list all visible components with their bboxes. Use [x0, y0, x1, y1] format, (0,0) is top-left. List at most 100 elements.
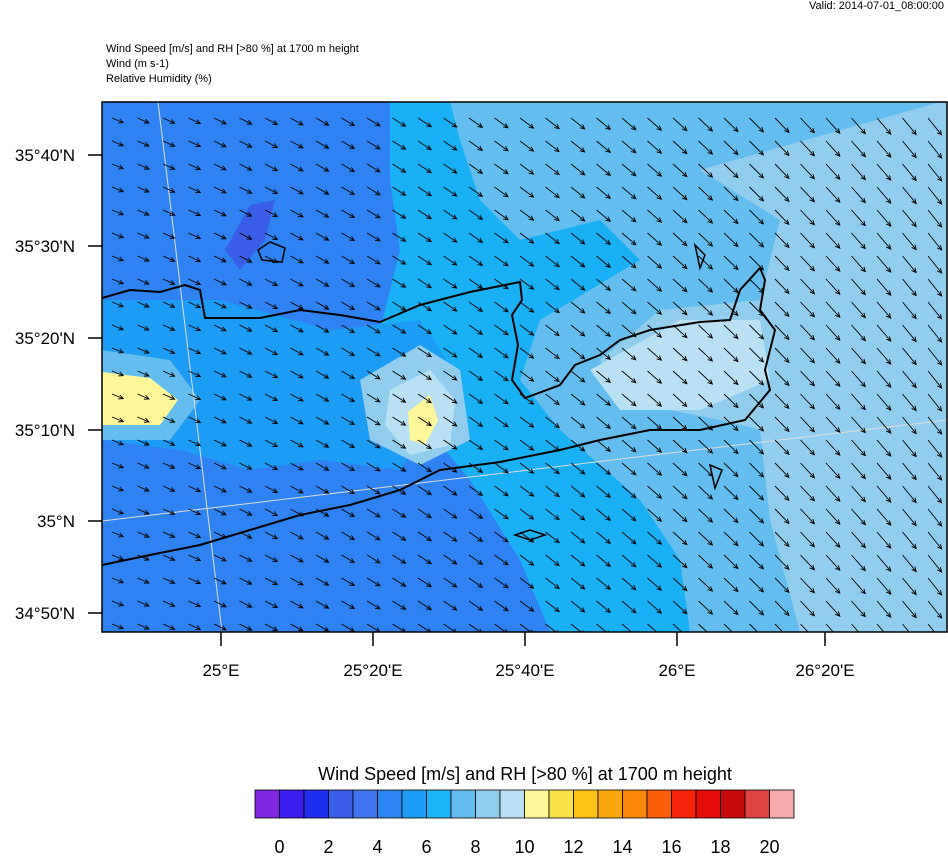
wind-arrow	[749, 485, 765, 501]
wind-arrow	[468, 439, 484, 450]
wind-arrow	[545, 255, 560, 268]
wind-arrow	[392, 232, 407, 242]
wind-arrow	[698, 209, 714, 224]
wind-arrow	[315, 117, 330, 126]
wind-arrow	[111, 623, 125, 630]
wind-arrow	[468, 531, 484, 542]
colorbar-swatch	[426, 789, 452, 819]
wind-arrow	[570, 232, 586, 245]
wind-arrow	[621, 508, 637, 522]
wind-arrow	[111, 278, 125, 285]
wind-arrow	[596, 577, 612, 591]
wind-arrow	[494, 393, 509, 405]
wind-arrow	[290, 623, 304, 632]
wind-arrow	[137, 301, 150, 308]
wind-arrow	[698, 117, 714, 132]
wind-arrow	[672, 508, 688, 523]
colorbar-label: 20	[759, 837, 779, 854]
wind-arrow	[723, 255, 739, 271]
colorbar-swatch	[475, 789, 501, 819]
wind-arrow	[876, 140, 892, 158]
lon-label: 26°20'E	[795, 661, 854, 680]
wind-arrow	[519, 577, 535, 589]
wind-arrow	[392, 163, 407, 173]
wind-arrow	[366, 140, 381, 150]
wind-arrow	[443, 416, 458, 427]
wind-arrow	[494, 140, 509, 152]
wind-arrow	[443, 439, 458, 450]
wind-arrow	[188, 531, 202, 539]
wind-arrow	[264, 278, 279, 286]
wind-arrow	[111, 255, 125, 262]
wind-arrow	[774, 255, 790, 272]
wind-arrow	[596, 531, 612, 545]
wind-arrow	[621, 278, 637, 292]
wind-arrow	[825, 117, 841, 134]
wind-arrow	[290, 324, 304, 333]
wind-arrow	[774, 232, 790, 249]
wind-arrow	[366, 508, 381, 518]
wind-arrow	[800, 554, 816, 571]
wind-arrow	[366, 347, 381, 357]
wind-arrow	[417, 370, 433, 381]
wind-arrow	[749, 324, 765, 340]
wind-arrow	[239, 623, 253, 631]
wind-arrow	[825, 209, 841, 226]
colorbar-title: Wind Speed [m/s] and RH [>80 %] at 1700 …	[318, 764, 732, 784]
wind-arrow	[494, 600, 509, 612]
wind-arrow	[851, 393, 866, 411]
wind-arrow	[341, 554, 356, 564]
colorbar-swatch	[377, 789, 403, 819]
wind-arrow	[672, 347, 688, 362]
wind-arrow	[162, 301, 176, 308]
wind-arrow	[519, 347, 535, 359]
wind-arrow	[315, 370, 330, 379]
wind-arrow	[443, 117, 458, 128]
wind-arrow	[443, 554, 458, 565]
wind-arrow	[417, 462, 433, 473]
wind-arrow	[672, 209, 688, 224]
wind-arrow	[213, 301, 227, 309]
wind-arrow	[876, 554, 892, 572]
valid-time: Valid: 2014-07-01_08:00:00	[809, 0, 944, 12]
colorbar-swatch	[646, 789, 672, 819]
graticule	[157, 102, 223, 632]
wind-arrow	[647, 439, 663, 453]
wind-arrow	[774, 439, 790, 456]
wind-arrow	[545, 209, 560, 222]
wind-arrow	[494, 163, 509, 175]
wind-arrow	[621, 600, 637, 614]
wind-arrow	[188, 416, 202, 424]
wind-arrow	[876, 163, 892, 181]
wind-arrow	[800, 278, 816, 295]
wind-arrow	[774, 577, 790, 594]
wind-arrow	[902, 485, 917, 504]
wind-arrow	[213, 623, 227, 631]
wind-arrow	[570, 485, 586, 498]
wind-arrow	[162, 370, 176, 377]
wind-arrow	[468, 485, 484, 496]
wind-arrow	[213, 278, 227, 286]
wind-arrow	[927, 531, 943, 550]
wind-arrow	[417, 186, 433, 197]
wind-arrow	[290, 117, 304, 126]
wind-arrow	[647, 462, 663, 476]
wind-arrow	[417, 163, 433, 174]
wind-arrow	[468, 232, 484, 243]
wind-arrow	[876, 186, 892, 204]
wind-arrow	[647, 255, 663, 269]
wind-arrow	[468, 462, 484, 473]
wind-arrow	[876, 600, 892, 618]
wind-arrow	[774, 301, 790, 318]
wind-arrow	[545, 462, 560, 475]
wind-arrow	[647, 186, 663, 200]
wind-arrow	[366, 324, 381, 334]
wind-arrow	[494, 347, 509, 359]
wind-arrow	[698, 163, 714, 178]
wind-arrow	[213, 186, 227, 194]
wind-arrow	[570, 278, 586, 291]
wind-arrow	[774, 209, 790, 226]
wind-arrow	[800, 600, 816, 617]
wind-arrow	[494, 554, 509, 566]
wind-arrow	[876, 232, 892, 250]
